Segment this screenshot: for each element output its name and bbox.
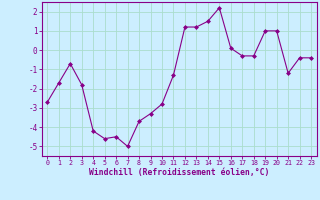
X-axis label: Windchill (Refroidissement éolien,°C): Windchill (Refroidissement éolien,°C) xyxy=(89,168,269,177)
